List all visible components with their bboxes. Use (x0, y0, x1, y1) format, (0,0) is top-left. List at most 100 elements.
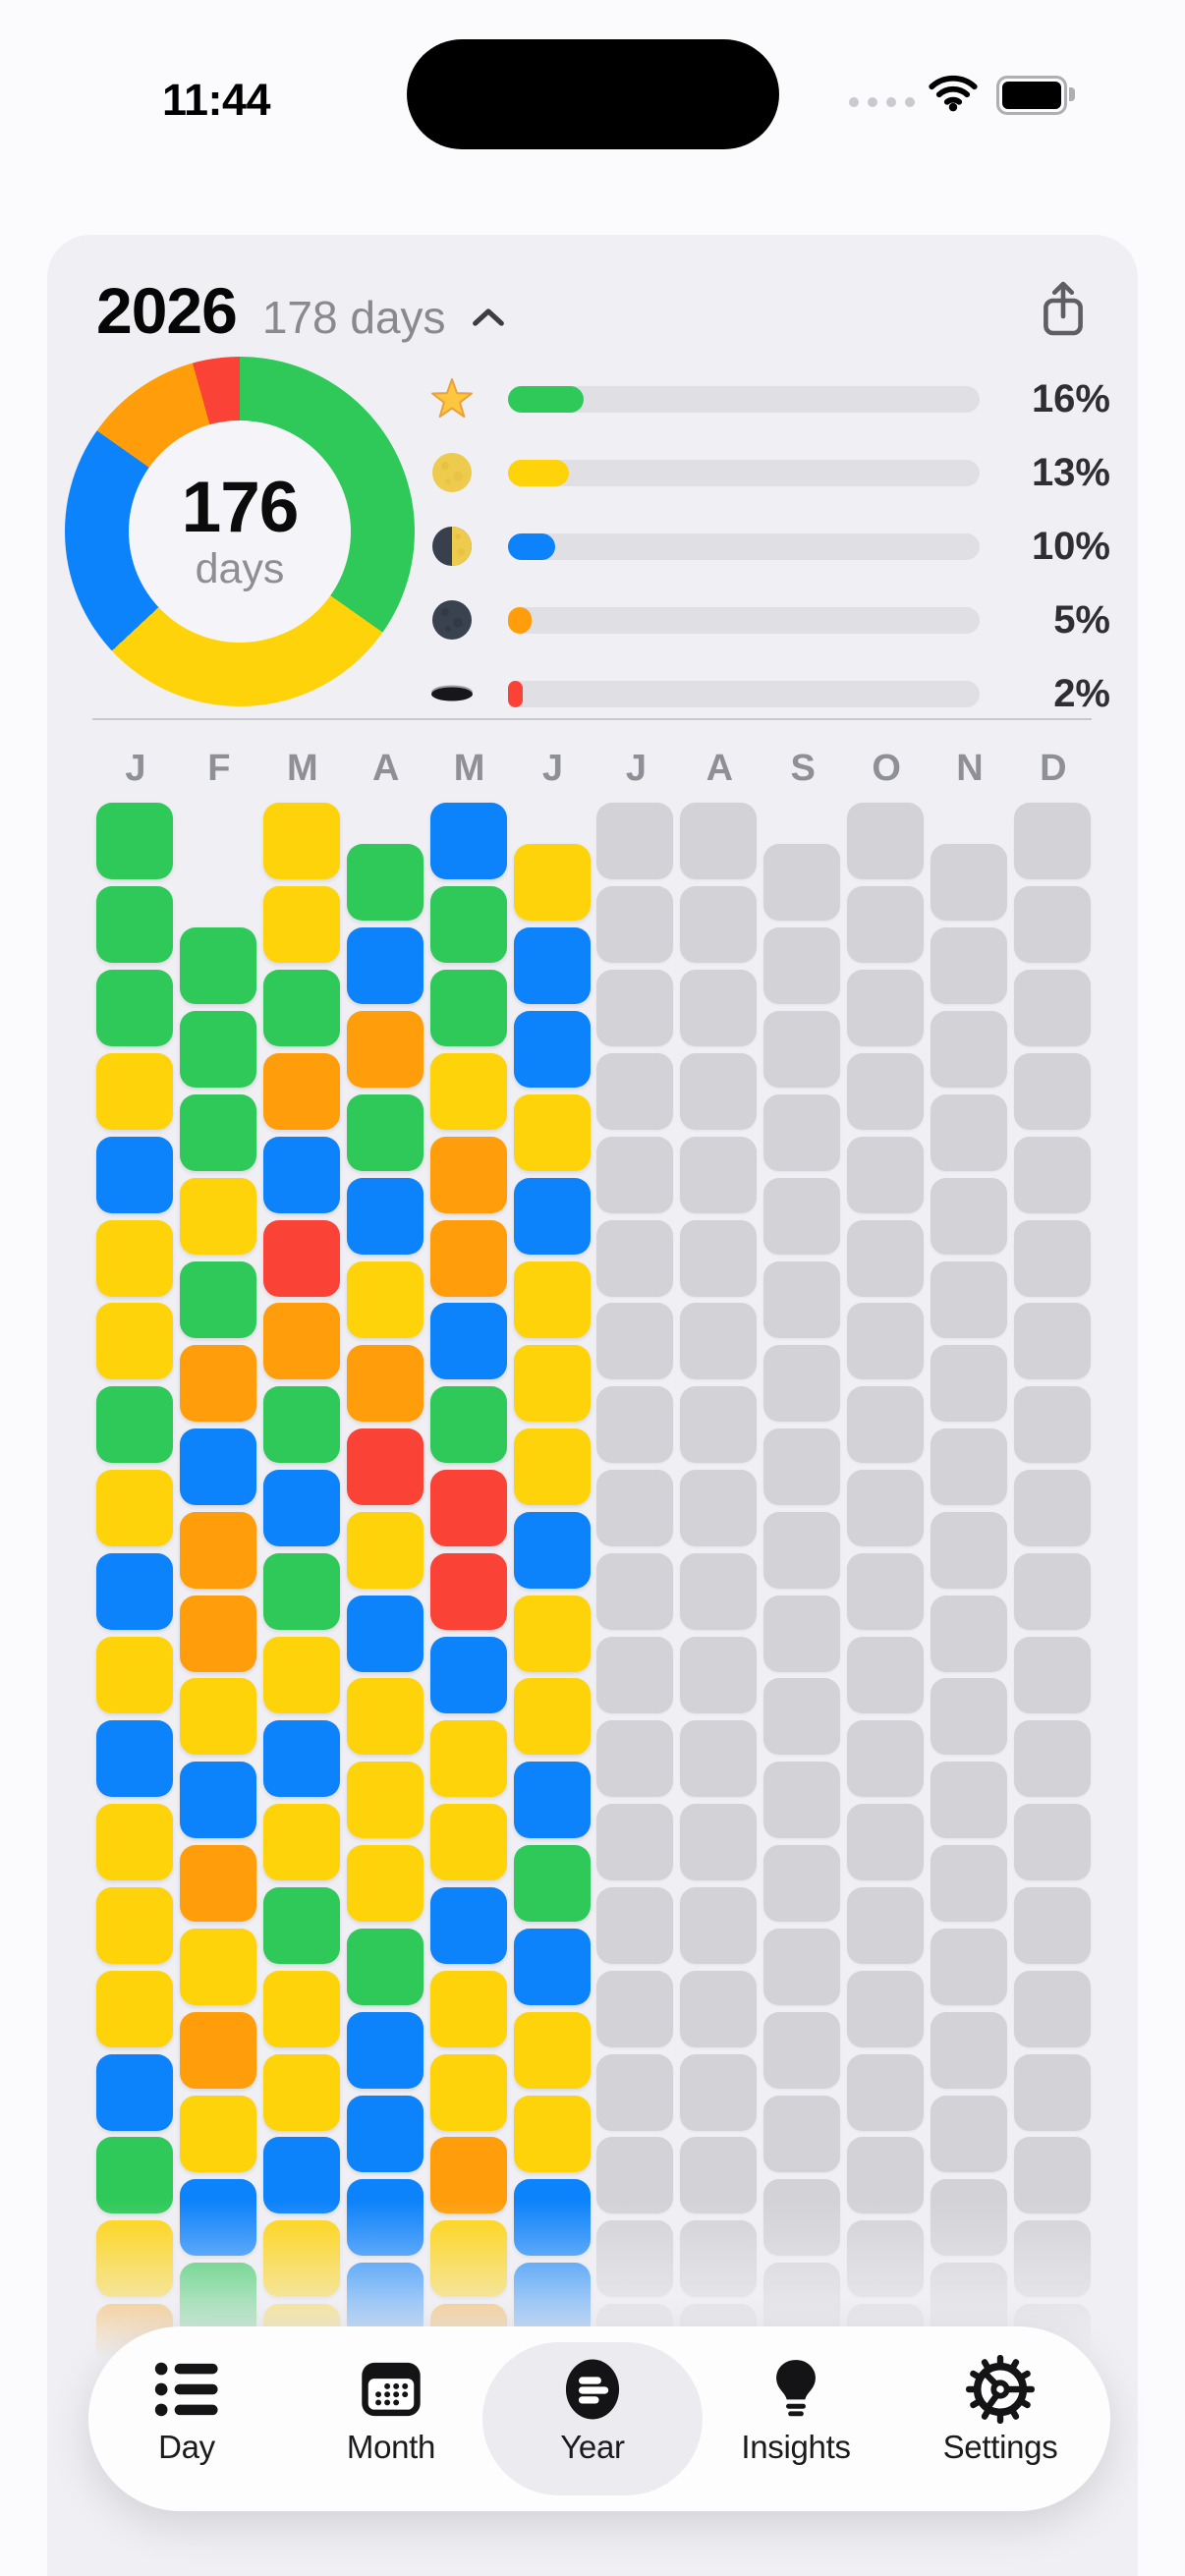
tab-month[interactable]: Month (295, 2326, 487, 2511)
day-cell[interactable] (346, 844, 423, 922)
day-cell[interactable] (763, 1011, 841, 1089)
day-cell[interactable] (680, 1219, 758, 1297)
day-cell[interactable] (763, 927, 841, 1005)
day-cell[interactable] (513, 1344, 591, 1422)
day-cell[interactable] (262, 1970, 340, 2047)
day-cell[interactable] (680, 1719, 758, 1797)
day-cell[interactable] (346, 1011, 423, 1089)
day-cell[interactable] (680, 1386, 758, 1464)
day-cell[interactable] (262, 1303, 340, 1380)
day-cell[interactable] (847, 1303, 925, 1380)
day-cell[interactable] (96, 1970, 173, 2047)
day-cell[interactable] (680, 1136, 758, 1213)
day-cell[interactable] (429, 1886, 507, 1964)
day-cell[interactable] (513, 1511, 591, 1589)
day-cell[interactable] (262, 1219, 340, 1297)
day-cell[interactable] (847, 1553, 925, 1631)
day-cell[interactable] (1013, 1886, 1091, 1964)
day-cell[interactable] (346, 1511, 423, 1589)
day-cell[interactable] (931, 1595, 1007, 1672)
day-cell[interactable] (513, 1762, 591, 1839)
day-cell[interactable] (680, 1970, 758, 2047)
day-cell[interactable] (1013, 1219, 1091, 1297)
day-cell[interactable] (262, 1470, 340, 1547)
day-cell[interactable] (931, 1344, 1007, 1422)
day-cell[interactable] (847, 1886, 925, 1964)
day-cell[interactable] (1013, 1553, 1091, 1631)
day-cell[interactable] (429, 1470, 507, 1547)
day-cell[interactable] (346, 927, 423, 1005)
day-cell[interactable] (847, 803, 925, 879)
day-cell[interactable] (847, 885, 925, 963)
day-cell[interactable] (262, 803, 340, 879)
day-cell[interactable] (513, 844, 591, 922)
day-cell[interactable] (1013, 1303, 1091, 1380)
day-cell[interactable] (596, 1970, 674, 2047)
day-cell[interactable] (763, 2012, 841, 2090)
day-cell[interactable] (96, 885, 173, 963)
day-cell[interactable] (179, 1595, 256, 1672)
day-cell[interactable] (262, 1136, 340, 1213)
day-cell[interactable] (96, 1637, 173, 1713)
day-cell[interactable] (931, 1678, 1007, 1756)
tab-day[interactable]: Day (90, 2326, 283, 2511)
day-cell[interactable] (346, 1678, 423, 1756)
day-cell[interactable] (763, 844, 841, 922)
day-cell[interactable] (429, 1136, 507, 1213)
day-cell[interactable] (763, 1929, 841, 2006)
day-cell[interactable] (1013, 1719, 1091, 1797)
day-cell[interactable] (346, 1344, 423, 1422)
day-cell[interactable] (1013, 2053, 1091, 2131)
day-cell[interactable] (1013, 1803, 1091, 1880)
day-cell[interactable] (179, 1511, 256, 1589)
day-cell[interactable] (262, 969, 340, 1046)
day-cell[interactable] (1013, 1052, 1091, 1130)
day-cell[interactable] (96, 969, 173, 1046)
day-cell[interactable] (429, 1553, 507, 1631)
day-cell[interactable] (513, 1678, 591, 1756)
day-cell[interactable] (429, 803, 507, 879)
day-cell[interactable] (763, 1595, 841, 1672)
day-cell[interactable] (763, 1845, 841, 1923)
day-cell[interactable] (931, 1929, 1007, 2006)
day-cell[interactable] (179, 927, 256, 1005)
day-cell[interactable] (847, 1052, 925, 1130)
day-cell[interactable] (596, 1219, 674, 1297)
day-cell[interactable] (1013, 1970, 1091, 2047)
day-cell[interactable] (680, 1803, 758, 1880)
day-cell[interactable] (179, 1428, 256, 1505)
year-selector[interactable]: 2026 178 days (96, 276, 505, 345)
day-cell[interactable] (96, 1719, 173, 1797)
day-cell[interactable] (596, 803, 674, 879)
day-cell[interactable] (96, 1803, 173, 1880)
day-cell[interactable] (847, 1719, 925, 1797)
day-cell[interactable] (596, 1803, 674, 1880)
day-cell[interactable] (680, 1303, 758, 1380)
day-cell[interactable] (680, 1637, 758, 1713)
day-cell[interactable] (763, 1178, 841, 1256)
day-cell[interactable] (596, 1637, 674, 1713)
day-cell[interactable] (429, 969, 507, 1046)
day-cell[interactable] (179, 1929, 256, 2006)
day-cell[interactable] (262, 885, 340, 963)
day-cell[interactable] (596, 1470, 674, 1547)
day-cell[interactable] (262, 2053, 340, 2131)
day-cell[interactable] (513, 1428, 591, 1505)
day-cell[interactable] (262, 1553, 340, 1631)
day-cell[interactable] (931, 844, 1007, 922)
day-cell[interactable] (429, 1719, 507, 1797)
day-cell[interactable] (346, 1094, 423, 1172)
day-cell[interactable] (931, 1845, 1007, 1923)
day-cell[interactable] (931, 927, 1007, 1005)
tab-year[interactable]: Year (496, 2326, 689, 2511)
day-cell[interactable] (1013, 1470, 1091, 1547)
day-cell[interactable] (262, 1886, 340, 1964)
day-cell[interactable] (179, 1678, 256, 1756)
day-cell[interactable] (763, 1094, 841, 1172)
day-cell[interactable] (847, 2053, 925, 2131)
day-cell[interactable] (513, 1094, 591, 1172)
day-cell[interactable] (513, 1178, 591, 1256)
day-cell[interactable] (179, 1845, 256, 1923)
day-cell[interactable] (262, 1052, 340, 1130)
day-cell[interactable] (429, 1303, 507, 1380)
